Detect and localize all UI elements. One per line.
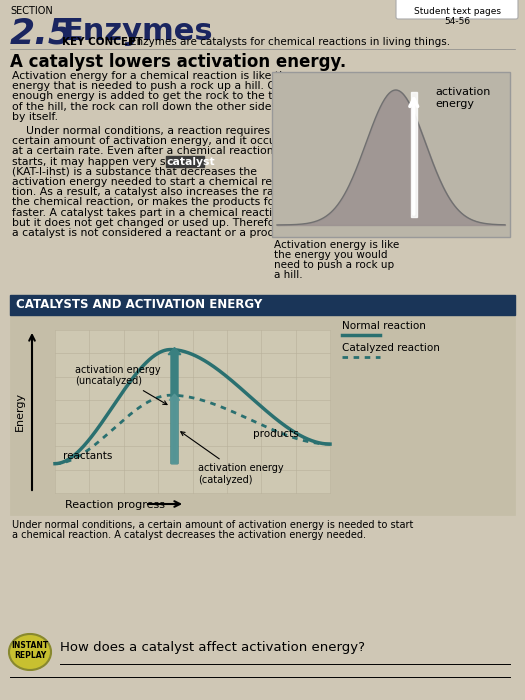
Text: activation energy
(uncatalyzed): activation energy (uncatalyzed) [75,365,167,405]
Text: A catalyst lowers activation energy.: A catalyst lowers activation energy. [10,53,347,71]
Text: the chemical reaction, or makes the products form: the chemical reaction, or makes the prod… [12,197,289,207]
Text: products: products [253,429,299,439]
Text: REPLAY: REPLAY [14,650,46,659]
Text: Normal reaction: Normal reaction [342,321,426,331]
FancyArrow shape [168,348,181,463]
Text: KEY CONCEPT: KEY CONCEPT [62,37,143,47]
Bar [272,72,510,237]
Text: Activation energy for a chemical reaction is like the: Activation energy for a chemical reactio… [12,71,293,81]
Bar [411,92,417,217]
FancyArrow shape [169,394,180,463]
Text: enough energy is added to get the rock to the top: enough energy is added to get the rock t… [12,92,286,102]
Text: activation energy
(catalyzed): activation energy (catalyzed) [181,432,284,485]
Text: activation
energy: activation energy [435,87,490,108]
Bar [55,330,330,493]
Text: but it does not get changed or used up. Therefore,: but it does not get changed or used up. … [12,218,289,228]
Text: Reaction progress: Reaction progress [65,500,165,510]
Text: Energy: Energy [15,392,25,431]
Bar [10,315,515,515]
Bar [166,155,204,167]
Text: need to push a rock up: need to push a rock up [274,260,394,270]
Text: at a certain rate. Even after a chemical reaction: at a certain rate. Even after a chemical… [12,146,274,156]
Text: energy that is needed to push a rock up a hill. Once: energy that is needed to push a rock up … [12,81,296,91]
Text: Enzymes: Enzymes [62,17,213,46]
Text: reactants: reactants [63,451,112,461]
Text: catalyst: catalyst [166,157,215,167]
Ellipse shape [9,634,51,670]
Text: by itself.: by itself. [12,112,58,122]
Text: faster. A catalyst takes part in a chemical reaction,: faster. A catalyst takes part in a chemi… [12,208,289,218]
Text: CATALYSTS AND ACTIVATION ENERGY: CATALYSTS AND ACTIVATION ENERGY [16,298,262,312]
Text: INSTANT: INSTANT [12,641,49,650]
Text: starts, it may happen very slowly. A: starts, it may happen very slowly. A [12,157,210,167]
Text: Under normal conditions, a certain amount of activation energy is needed to star: Under normal conditions, a certain amoun… [12,520,413,530]
Text: Student text pages
54-56: Student text pages 54-56 [414,7,500,27]
Text: Under normal conditions, a reaction requires a: Under normal conditions, a reaction requ… [12,126,280,136]
Text: a hill.: a hill. [274,270,302,280]
Text: a catalyst is not considered a reactant or a product.: a catalyst is not considered a reactant … [12,228,295,238]
Text: (KAT-l-ihst) is a substance that decreases the: (KAT-l-ihst) is a substance that decreas… [12,167,257,177]
Text: How does a catalyst affect activation energy?: How does a catalyst affect activation en… [60,641,365,654]
Text: SECTION: SECTION [10,6,52,16]
Text: tion. As a result, a catalyst also increases the rate of: tion. As a result, a catalyst also incre… [12,187,299,197]
Text: Activation energy is like: Activation energy is like [274,240,399,250]
Text: of the hill, the rock can roll down the other side: of the hill, the rock can roll down the … [12,102,271,111]
FancyBboxPatch shape [396,0,518,19]
Text: the energy you would: the energy you would [274,250,387,260]
Text: Enzymes are catalysts for chemical reactions in living things.: Enzymes are catalysts for chemical react… [130,37,450,47]
Text: 2.5: 2.5 [10,16,74,50]
Text: activation energy needed to start a chemical reac-: activation energy needed to start a chem… [12,177,289,187]
Text: Catalyzed reaction: Catalyzed reaction [342,343,440,353]
Text: a chemical reaction. A catalyst decreases the activation energy needed.: a chemical reaction. A catalyst decrease… [12,530,366,540]
Bar [10,295,515,315]
Text: certain amount of activation energy, and it occurs: certain amount of activation energy, and… [12,136,286,146]
